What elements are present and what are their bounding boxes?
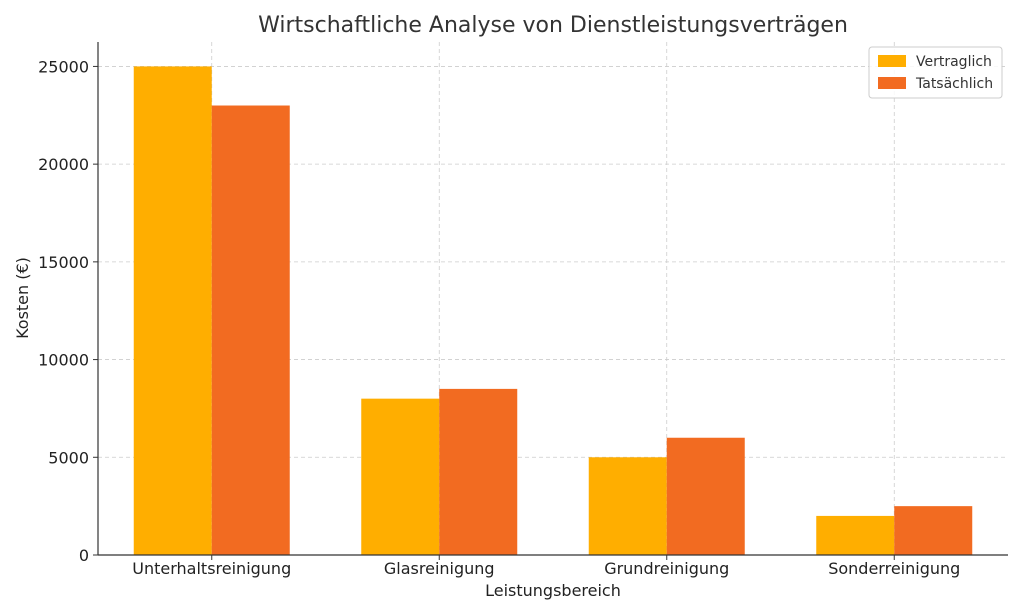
bar-vertraglich [588, 457, 667, 555]
bar-tatsächlich [894, 506, 973, 555]
bar-tatsächlich [211, 105, 290, 555]
ticks: 0 5000 10000 15000 20000 25000 Unterhaltsreini… [38, 57, 960, 578]
y-axis-label: Kosten (€) [13, 257, 32, 339]
bar-vertraglich [361, 398, 440, 555]
bar-vertraglich [133, 66, 212, 555]
x-tick-label: Glasreinigung [384, 559, 495, 578]
axes [97, 42, 1008, 556]
bar-tatsächlich [439, 388, 518, 555]
legend-label: Vertraglich [916, 54, 992, 70]
chart-title: Wirtschaftliche Analyse von Dienstleistu… [258, 13, 848, 38]
y-tick-label: 25000 [38, 57, 89, 76]
bars [133, 66, 973, 555]
x-tick-label: Unterhaltsreinigung [132, 559, 291, 578]
y-tick-label: 5000 [48, 448, 89, 467]
y-tick-label: 15000 [38, 253, 89, 272]
bar-vertraglich [816, 515, 895, 555]
legend-label: Tatsächlich [915, 76, 993, 92]
bar-tatsächlich [666, 437, 745, 555]
y-tick-label: 0 [79, 546, 89, 565]
y-tick-label: 10000 [38, 351, 89, 370]
y-tick-label: 20000 [38, 155, 89, 174]
legend-swatch [878, 77, 906, 89]
x-tick-label: Grundreinigung [604, 559, 729, 578]
legend: Vertraglich Tatsächlich [868, 46, 1003, 99]
x-axis-label: Leistungsbereich [485, 581, 621, 600]
x-tick-label: Sonderreinigung [828, 559, 960, 578]
legend-swatch [878, 55, 906, 67]
